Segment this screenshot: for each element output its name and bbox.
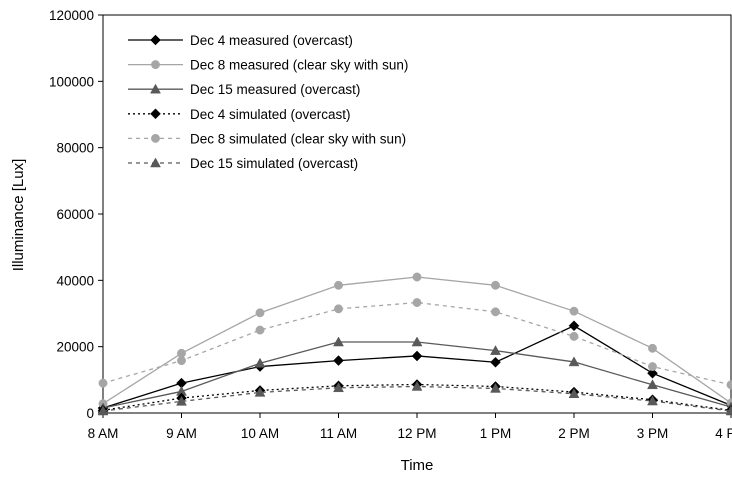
- x-tick-label: 8 AM: [88, 426, 119, 441]
- legend-item-6: Dec 15 simulated (overcast): [128, 156, 358, 171]
- legend-swatch-marker: [150, 157, 161, 168]
- data-point: [255, 325, 265, 335]
- series-1: [97, 320, 732, 414]
- data-point: [333, 355, 344, 366]
- x-tick-label: 12 PM: [397, 426, 436, 441]
- data-point: [647, 367, 658, 379]
- legend-swatch-marker: [150, 34, 161, 46]
- data-point: [647, 379, 658, 390]
- legend-item-5: Dec 8 simulated (clear sky with sun): [128, 131, 406, 146]
- x-tick-label: 2 PM: [558, 426, 590, 441]
- data-point: [568, 356, 580, 367]
- x-tick-label: 11 AM: [320, 426, 357, 441]
- legend-item-3: Dec 15 measured (overcast): [128, 82, 360, 97]
- data-point: [411, 380, 423, 391]
- data-point: [97, 405, 109, 416]
- y-tick-label: 0: [86, 406, 94, 421]
- data-point: [648, 362, 657, 372]
- series-2: [98, 272, 732, 409]
- data-point: [490, 356, 501, 368]
- data-point: [648, 343, 657, 353]
- series-3: [97, 336, 732, 413]
- series-6: [97, 380, 732, 416]
- legend-label: Dec 15 measured (overcast): [190, 82, 360, 97]
- y-tick-label: 40000: [56, 273, 94, 288]
- data-point: [334, 304, 343, 314]
- series-5: [98, 298, 732, 390]
- data-point: [255, 308, 265, 318]
- data-point: [98, 378, 108, 388]
- data-point: [490, 382, 501, 393]
- data-point: [647, 395, 658, 406]
- x-tick-label: 1 PM: [480, 426, 512, 441]
- data-point: [490, 345, 501, 355]
- legend-item-1: Dec 4 measured (overcast): [128, 33, 353, 48]
- series-group: [97, 272, 732, 416]
- data-point: [254, 386, 266, 397]
- y-tick-label: 120000: [49, 8, 94, 23]
- legend-swatch-marker: [151, 60, 160, 70]
- data-point: [411, 350, 423, 362]
- data-point: [725, 405, 732, 416]
- data-point: [176, 395, 187, 406]
- x-axis-title: Time: [401, 457, 434, 474]
- data-point: [333, 336, 344, 347]
- data-point: [334, 280, 343, 290]
- data-point: [333, 382, 344, 393]
- data-point: [491, 307, 500, 317]
- data-point: [177, 356, 186, 366]
- data-point: [412, 272, 422, 282]
- legend-label: Dec 4 simulated (overcast): [190, 107, 351, 122]
- legend-item-4: Dec 4 simulated (overcast): [128, 107, 351, 122]
- data-point: [726, 380, 732, 390]
- legend-swatch-marker: [150, 108, 161, 120]
- y-tick-label: 80000: [56, 141, 94, 156]
- y-tick-label: 60000: [56, 207, 94, 222]
- legend-label: Dec 15 simulated (overcast): [190, 156, 358, 171]
- y-tick-label: 100000: [49, 74, 94, 89]
- x-tick-label: 3 PM: [637, 426, 669, 441]
- legend-label: Dec 8 measured (clear sky with sun): [190, 58, 408, 73]
- legend-swatch-marker: [151, 133, 160, 143]
- data-point: [411, 336, 423, 347]
- y-tick-label: 20000: [56, 340, 94, 355]
- y-axis-title: Illuminance [Lux]: [10, 159, 27, 272]
- legend-label: Dec 4 measured (overcast): [190, 33, 353, 48]
- legend: Dec 4 measured (overcast) Dec 8 measured …: [128, 33, 408, 171]
- legend-swatch-marker: [150, 83, 161, 94]
- data-point: [412, 298, 422, 308]
- x-tick-label: 4 PM: [715, 426, 732, 441]
- data-point: [568, 388, 580, 399]
- data-point: [568, 320, 580, 332]
- data-point: [569, 306, 579, 316]
- data-point: [569, 331, 579, 341]
- axes: 0 20000 40000 60000 80000 100000 120000 8 AM 9 A…: [49, 8, 732, 441]
- x-tick-label: 10 AM: [241, 426, 279, 441]
- data-point: [254, 357, 266, 368]
- legend-item-2: Dec 8 measured (clear sky with sun): [128, 58, 408, 73]
- x-tick-label: 9 AM: [166, 426, 197, 441]
- legend-label: Dec 8 simulated (clear sky with sun): [190, 131, 406, 146]
- data-point: [491, 280, 500, 290]
